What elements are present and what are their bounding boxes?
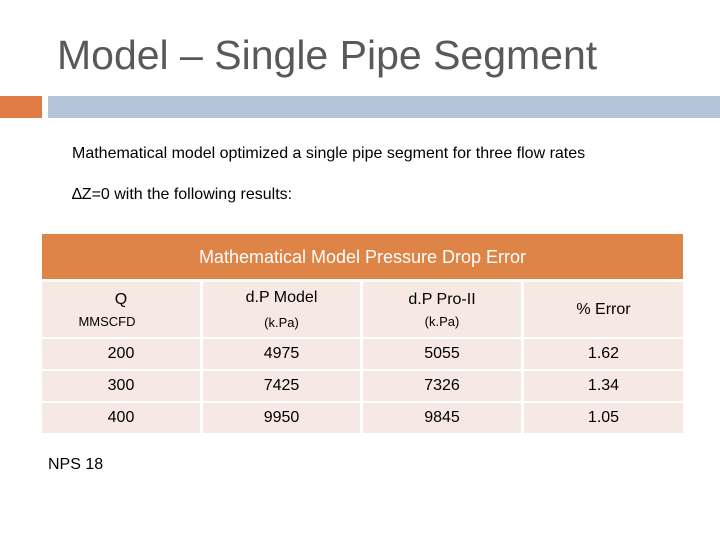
table-cell-dp-pro-ii: 9845 bbox=[363, 403, 521, 433]
column-unit-q: MMSCFD bbox=[78, 314, 136, 329]
table-cell-q: 200 bbox=[42, 339, 200, 369]
slide-title: Model – Single Pipe Segment bbox=[57, 32, 598, 78]
table-cell-dp-model: 7425 bbox=[203, 371, 360, 401]
accent-bar-blue bbox=[48, 96, 720, 118]
column-label-error: % Error bbox=[576, 301, 631, 318]
table-cell-q: 400 bbox=[42, 403, 200, 433]
column-unit-dp-model: (k.Pa) bbox=[264, 315, 299, 330]
table-cell-error: 1.62 bbox=[524, 339, 683, 369]
pipe-size-note: NPS 18 bbox=[48, 456, 104, 473]
column-header-dp-model: d.P Model (k.Pa) bbox=[203, 282, 360, 337]
column-label-q: Q bbox=[114, 291, 128, 308]
column-label-dp-model: d.P Model bbox=[245, 289, 318, 306]
column-unit-dp-pro-ii: (k.Pa) bbox=[424, 314, 460, 329]
delta-z-text: ∆Z=0 with the following results: bbox=[72, 186, 293, 203]
table-cell-q: 300 bbox=[42, 371, 200, 401]
column-header-dp-pro-ii: d.P Pro-II (k.Pa) bbox=[363, 282, 521, 337]
table-cell-dp-model: 4975 bbox=[203, 339, 360, 369]
column-header-error: % Error bbox=[524, 282, 683, 337]
column-label-dp-pro-ii: d.P Pro-II bbox=[408, 291, 476, 308]
column-header-q: Q MMSCFD bbox=[42, 282, 200, 337]
accent-bar-orange bbox=[0, 96, 42, 118]
table-cell-error: 1.34 bbox=[524, 371, 683, 401]
table-cell-dp-pro-ii: 7326 bbox=[363, 371, 521, 401]
table-cell-dp-model: 9950 bbox=[203, 403, 360, 433]
table-cell-error: 1.05 bbox=[524, 403, 683, 433]
table-cell-dp-pro-ii: 5055 bbox=[363, 339, 521, 369]
table-title-banner: Mathematical Model Pressure Drop Error bbox=[42, 234, 683, 279]
intro-text: Mathematical model optimized a single pi… bbox=[72, 145, 586, 162]
